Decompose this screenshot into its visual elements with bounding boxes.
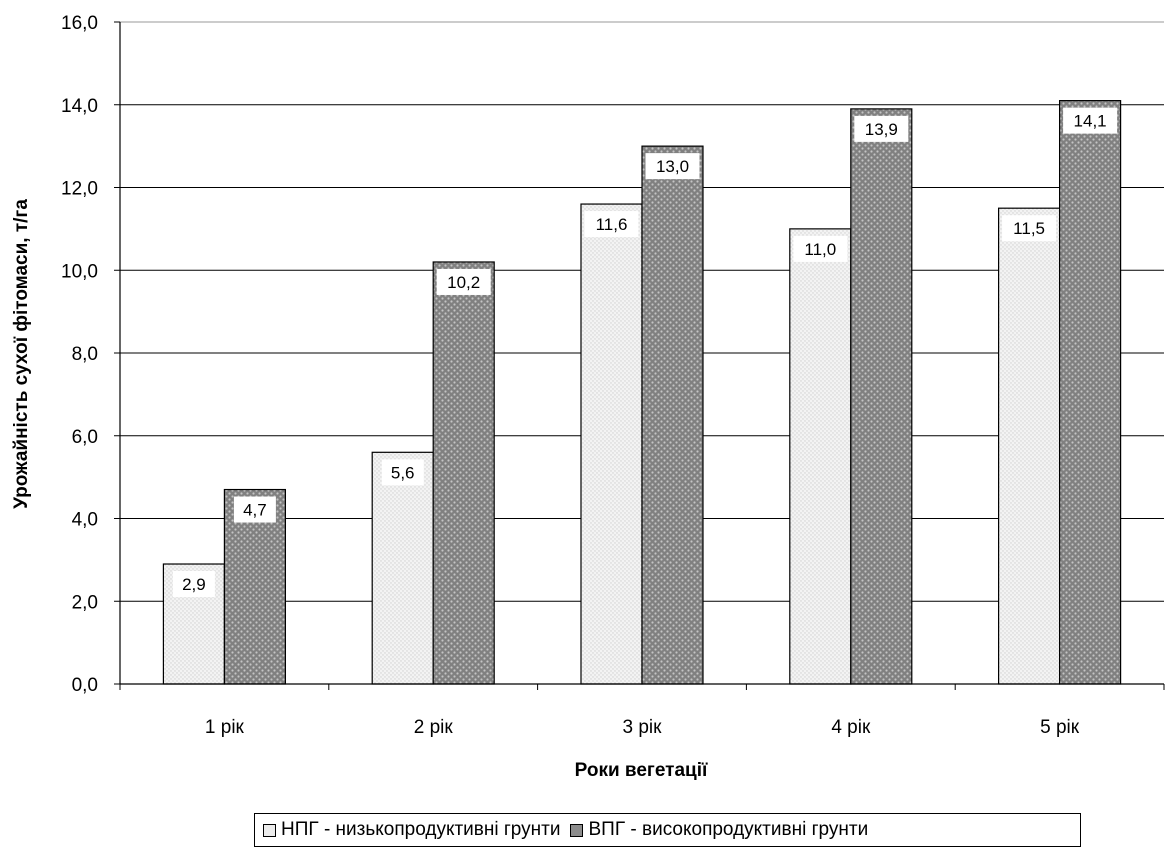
y-tick-label: 4,0 <box>72 510 98 531</box>
legend-swatch-light-icon <box>263 823 276 837</box>
data-label-bg <box>1002 215 1057 242</box>
x-tick-label: 4 рік <box>831 717 871 738</box>
data-label: 13,0 <box>656 157 689 176</box>
legend-item-npg: НПГ - низькопродуктивні грунти <box>263 819 560 841</box>
data-label: 11,5 <box>1013 219 1045 238</box>
data-label-bg <box>645 153 700 180</box>
x-tick-label: 5 рік <box>1040 717 1080 738</box>
data-label: 5,6 <box>391 463 415 482</box>
data-label-bg <box>233 496 276 523</box>
y-axis-title: Урожайність сухої фітомаси, т/га <box>11 199 32 509</box>
data-label-bg <box>436 268 491 295</box>
data-label: 2,9 <box>182 575 206 594</box>
data-label: 11,6 <box>596 215 628 234</box>
data-label-bg <box>854 115 909 142</box>
bar-npg <box>997 207 1061 685</box>
y-tick-label: 16,0 <box>61 13 98 34</box>
legend-swatch-dark-icon <box>570 823 584 837</box>
bar-npg <box>580 203 643 685</box>
y-tick-label: 6,0 <box>72 427 98 448</box>
legend-label-npg: НПГ - низькопродуктивні грунти <box>281 819 561 840</box>
bar-npg <box>371 451 434 685</box>
data-label: 4,7 <box>243 501 267 520</box>
y-tick-label: 2,0 <box>72 592 98 613</box>
data-label-bg <box>381 459 424 486</box>
data-label-bg <box>584 211 639 238</box>
data-label-bg <box>172 571 215 598</box>
legend-label-vpg: ВПГ - високопродуктивні грунти <box>588 819 869 840</box>
data-label: 13,9 <box>865 120 898 139</box>
data-label: 10,2 <box>447 273 480 292</box>
x-tick-label: 3 рік <box>623 717 663 738</box>
y-tick-label: 14,0 <box>61 96 98 117</box>
x-axis-title: Роки вегетації <box>575 760 708 781</box>
bar-vpg <box>1058 100 1122 685</box>
bar-vpg <box>641 145 704 685</box>
x-tick-label: 2 рік <box>414 717 454 738</box>
data-label: 14,1 <box>1074 112 1107 131</box>
y-tick-label: 10,0 <box>61 261 98 282</box>
data-label-bg <box>793 235 848 262</box>
data-label: 11,0 <box>804 240 836 259</box>
y-tick-label: 12,0 <box>61 179 98 200</box>
legend: НПГ - низькопродуктивні грунти ВПГ - вис… <box>254 813 1081 847</box>
legend-item-vpg: ВПГ - високопродуктивні грунти <box>570 819 868 841</box>
data-label-bg <box>1063 107 1118 134</box>
bar-vpg <box>432 261 495 685</box>
bar-vpg <box>850 108 913 685</box>
y-tick-label: 8,0 <box>72 344 98 365</box>
bar-npg <box>789 228 852 685</box>
y-tick-label: 0,0 <box>72 675 98 696</box>
x-tick-label: 1 рік <box>205 717 245 738</box>
